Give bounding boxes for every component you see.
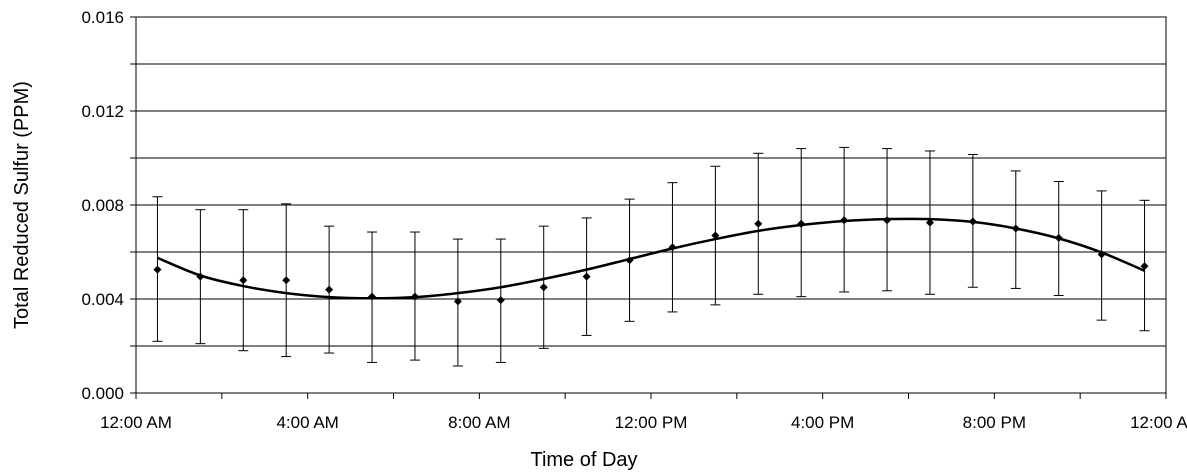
data-point [840, 216, 849, 225]
x-tick-label: 8:00 PM [963, 413, 1026, 432]
x-axis-title: Time of Day [530, 449, 637, 471]
data-point [754, 219, 763, 228]
data-point [582, 272, 591, 281]
x-tick-label: 4:00 PM [791, 413, 854, 432]
data-point [668, 243, 677, 252]
x-tick-label: 4:00 AM [276, 413, 338, 432]
data-point [1097, 250, 1106, 259]
y-tick-label: 0.016 [81, 8, 124, 27]
data-point [711, 231, 720, 240]
data-point [1140, 262, 1149, 271]
data-point [410, 292, 419, 301]
data-point [968, 217, 977, 226]
data-point [196, 272, 205, 281]
x-tick-label: 12:00 PM [615, 413, 688, 432]
y-tick-label: 0.000 [81, 384, 124, 403]
x-axis: 12:00 AM 4:00 AM 8:00 AM 12:00 PM 4:00 PM 8:0… [100, 393, 1187, 432]
data-point [325, 285, 334, 294]
x-tick-label: 12:00 AM [100, 413, 172, 432]
data-point [883, 216, 892, 225]
y-axis-title: Total Reduced Sulfur (PPM) [11, 81, 33, 329]
y-tick-label: 0.004 [81, 290, 124, 309]
data-point [282, 276, 291, 285]
data-point [1011, 224, 1020, 233]
y-tick-label: 0.008 [81, 196, 124, 215]
gridlines [136, 63, 1166, 347]
data-point [368, 292, 377, 301]
data-point [453, 297, 462, 306]
trendline [156, 217, 1146, 300]
data-point [1054, 233, 1063, 242]
data-point [153, 265, 162, 274]
data-point [239, 276, 248, 285]
data-point [625, 256, 634, 265]
data-point [797, 219, 806, 228]
data-point [496, 296, 505, 305]
data-point [925, 218, 934, 227]
x-tick-label: 8:00 AM [448, 413, 510, 432]
data-point [539, 283, 548, 292]
x-tick-label: 12:00 AM [1130, 413, 1187, 432]
data-points [153, 216, 1149, 306]
trendline-group [156, 217, 1146, 300]
error-bars [152, 146, 1150, 367]
y-axis: 0.000 0.004 0.008 0.012 0.016 [81, 8, 136, 403]
y-tick-label: 0.012 [81, 102, 124, 121]
